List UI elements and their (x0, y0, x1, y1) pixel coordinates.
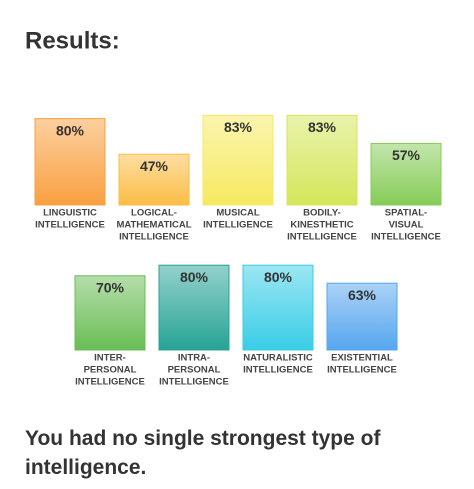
category-label: NATURALISTIC (243, 353, 313, 364)
value-label: 63% (348, 287, 377, 303)
conclusion: You had no single strongest type of inte… (25, 427, 381, 479)
category-label: PERSONAL (168, 365, 221, 376)
results-heading: Results: (25, 27, 120, 54)
category-label: INTELLIGENCE (243, 365, 313, 376)
bar (158, 264, 230, 351)
bar (326, 282, 398, 351)
category-label: LOGICAL- (131, 208, 177, 219)
bar (286, 114, 358, 206)
category-label: INTELLIGENCE (203, 220, 273, 231)
value-label: 70% (96, 280, 125, 296)
category-label: KINESTHETIC (290, 220, 353, 231)
category-label: INTELLIGENCE (327, 365, 397, 376)
category-label: INTER- (94, 353, 126, 364)
category-label: MATHEMATICAL (116, 220, 191, 231)
bar (34, 118, 106, 206)
bar (202, 114, 274, 206)
category-label: INTELLIGENCE (75, 377, 145, 388)
value-label: 80% (180, 269, 209, 285)
category-label: INTELLIGENCE (287, 232, 357, 243)
category-label: VISUAL (389, 220, 424, 231)
category-label: INTELLIGENCE (371, 232, 441, 243)
category-label: EXISTENTIAL (331, 353, 393, 364)
value-label: 47% (140, 158, 169, 174)
results-chart: Results: 80%LINGUISTICINTELLIGENCE47%LOG… (25, 27, 442, 388)
category-label: MUSICAL (216, 208, 259, 219)
category-label: INTELLIGENCE (159, 377, 229, 388)
category-label: INTELLIGENCE (35, 220, 105, 231)
value-label: 57% (392, 147, 421, 163)
bar (118, 153, 190, 206)
category-label: INTRA- (178, 353, 210, 364)
value-label: 80% (56, 122, 85, 138)
value-label: 83% (224, 119, 253, 135)
bar (242, 264, 314, 351)
category-label: INTELLIGENCE (119, 232, 189, 243)
value-label: 80% (264, 269, 293, 285)
value-label: 83% (308, 119, 337, 135)
bar (74, 275, 146, 351)
category-label: LINGUISTIC (43, 208, 97, 219)
category-label: PERSONAL (84, 365, 137, 376)
category-label: SPATIAL- (385, 208, 427, 219)
bar (370, 142, 442, 206)
category-label: BODILY- (303, 208, 341, 219)
